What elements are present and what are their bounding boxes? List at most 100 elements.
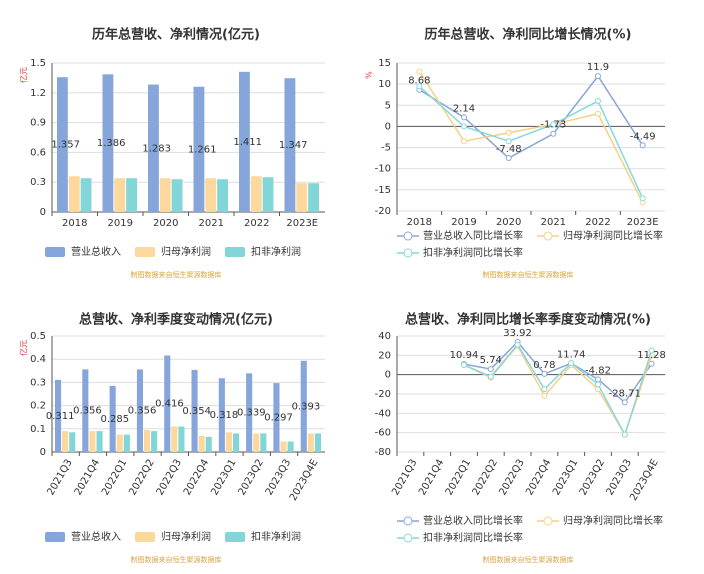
legend-marker: [403, 248, 413, 258]
legend-label: 营业总收入同比增长率: [423, 229, 523, 242]
point: [621, 431, 628, 438]
x-tick-label: 2023E: [286, 218, 318, 229]
bar: [69, 432, 76, 452]
y-tick-label: 5: [385, 100, 391, 111]
point: [416, 83, 423, 90]
point: [461, 138, 467, 145]
x-tick-label: 2022Q3: [497, 458, 526, 498]
x-tick-label: 2021Q3: [390, 458, 419, 498]
bar: [126, 178, 137, 212]
point: [505, 155, 512, 162]
chart-panel: 总营收、净利同比增长率季度变动情况(%) -80 -60 -40 -20 0 20 40 202…: [375, 312, 666, 565]
legend-marker: [403, 231, 413, 241]
data-label: 0.354: [182, 406, 211, 417]
x-tick-label: 2019: [108, 218, 133, 229]
x-tick-label: 2021: [199, 218, 224, 229]
bar: [253, 433, 260, 452]
y-axis-label: %: [365, 71, 374, 79]
data-label: 2.14: [453, 103, 475, 114]
bar: [217, 179, 228, 212]
source-note: 制图数据来自恒生聚源数据库: [483, 270, 574, 279]
bar: [109, 385, 116, 452]
x-tick-label: 2022Q3: [155, 458, 184, 498]
x-tick-label: 2023Q3: [605, 458, 634, 498]
point: [595, 73, 601, 80]
legend-swatch: [135, 532, 155, 542]
y-tick-label: -60: [375, 428, 391, 439]
x-tick-label: 2018: [407, 217, 432, 228]
data-label: 10.94: [450, 350, 479, 361]
bar: [136, 369, 144, 452]
y-axis-label: 亿元: [19, 340, 29, 356]
source-note: 制图数据来自恒生聚源数据库: [483, 555, 574, 564]
y-tick-label: -20: [375, 389, 391, 400]
bar: [225, 432, 232, 452]
y-tick-label: 0.9: [30, 118, 46, 129]
bar: [159, 178, 171, 212]
x-tick-label: 2023E: [627, 217, 659, 228]
series-line: [463, 340, 653, 404]
legend-label: 扣非净利润: [251, 245, 301, 258]
y-tick-label: 0.3: [30, 377, 46, 388]
x-tick-label: 2022Q4: [524, 458, 553, 498]
bar: [96, 431, 103, 452]
data-label: -1.73: [540, 120, 566, 131]
y-tick-label: -20: [375, 206, 391, 217]
data-label: 11.74: [557, 349, 586, 360]
series-line: [418, 74, 644, 159]
point: [595, 98, 601, 105]
y-tick-label: -10: [375, 164, 391, 175]
point: [505, 138, 512, 145]
legend-swatch: [135, 247, 155, 257]
legend-label: 扣非净利润同比增长率: [423, 531, 523, 544]
series-line: [418, 71, 644, 203]
bar: [80, 178, 92, 212]
x-tick-label: 2022Q2: [127, 458, 156, 498]
data-label: 0.297: [264, 413, 293, 424]
legend-marker: [403, 516, 413, 526]
y-tick-label: 1.5: [30, 58, 46, 69]
bar: [68, 176, 80, 212]
bar: [164, 355, 171, 452]
chart-panel: 总营收、净利季度变动情况(亿元) 亿元 0 0.1 0.2 0.3 0.4 0.5 2021Q3…: [19, 312, 325, 564]
chart-panel: 历年总营收、净利同比增长情况(%)% -20 -15 -10 -5 0 5 10 15 2018 2…: [365, 27, 665, 279]
y-tick-label: 0.2: [30, 401, 46, 412]
bar: [239, 71, 250, 212]
y-tick-label: 10: [378, 79, 391, 90]
legend-label: 营业总收入: [71, 245, 121, 258]
bar: [280, 441, 287, 452]
bar: [262, 177, 274, 212]
source-note: 制图数据来自恒生聚源数据库: [131, 270, 222, 279]
chart-title: 历年总营收、净利情况(亿元): [92, 27, 260, 43]
x-tick-label: 2022Q1: [444, 458, 473, 498]
point: [639, 142, 646, 149]
chart-title: 历年总营收、净利同比增长情况(%): [425, 27, 632, 43]
point: [487, 366, 494, 373]
bar: [232, 433, 240, 452]
bar: [171, 426, 178, 452]
data-label: 5.74: [480, 355, 502, 366]
point: [639, 195, 646, 202]
bar: [218, 378, 225, 452]
y-tick-label: 0.6: [30, 147, 46, 158]
legend-label: 归母净利润同比增长率: [563, 229, 663, 242]
point: [621, 399, 628, 406]
data-label: 0.393: [292, 401, 321, 412]
y-tick-label: -80: [375, 447, 391, 458]
bar: [284, 78, 296, 212]
y-tick-label: 0: [385, 121, 391, 132]
bar: [82, 369, 89, 452]
bar: [314, 433, 321, 452]
point: [595, 110, 601, 117]
data-label: -7.48: [496, 144, 522, 155]
point: [541, 370, 548, 377]
point: [461, 123, 467, 130]
y-tick-label: 0: [385, 370, 391, 381]
y-tick-label: 0.1: [30, 424, 46, 435]
bar: [55, 379, 62, 452]
y-tick-label: -5: [381, 143, 391, 154]
bar: [171, 179, 183, 212]
y-tick-label: 1.2: [30, 88, 46, 99]
legend-marker: [543, 516, 553, 526]
